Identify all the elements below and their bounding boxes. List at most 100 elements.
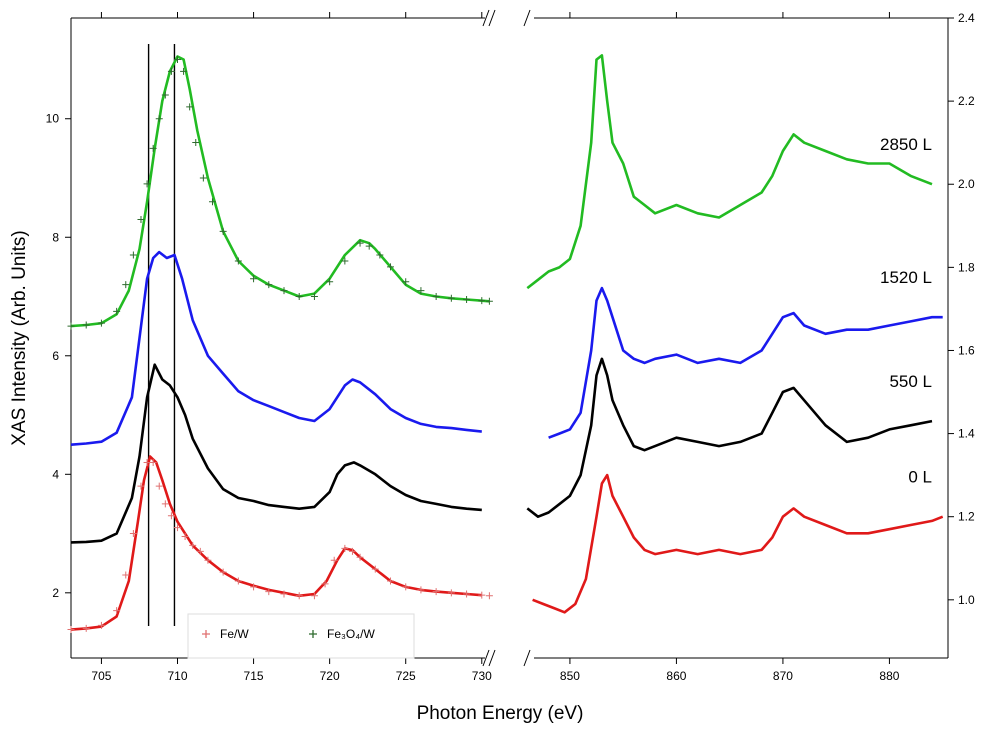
reference-point	[155, 482, 163, 490]
x-tick-label: 850	[560, 669, 580, 683]
reference-point	[82, 624, 90, 632]
reference-point	[326, 278, 334, 286]
reference-point	[295, 592, 303, 600]
y-tick-label: 4	[52, 467, 59, 481]
x-tick-label: 715	[244, 669, 264, 683]
reference-point	[97, 319, 105, 327]
y-tick-label: 1.4	[958, 427, 975, 441]
y-tick-label: 2	[52, 586, 59, 600]
reference-point	[161, 500, 169, 508]
reference-point	[348, 547, 356, 555]
reference-point	[402, 583, 410, 591]
series-label: 550 L	[889, 372, 932, 391]
series-line	[526, 54, 933, 290]
y-tick-label: 8	[52, 230, 59, 244]
reference-point	[137, 482, 145, 490]
legend-marker	[202, 630, 210, 638]
reference-point	[265, 588, 273, 596]
reference-point	[204, 556, 212, 564]
axis-break-mark	[482, 9, 490, 27]
x-tick-label: 860	[666, 669, 686, 683]
series-line	[70, 455, 482, 631]
axis-break-mark	[488, 9, 496, 27]
reference-point	[280, 287, 288, 295]
reference-point	[155, 115, 163, 123]
x-tick-label: 725	[396, 669, 416, 683]
reference-point	[143, 180, 151, 188]
y-tick-label: 1.2	[958, 510, 975, 524]
legend-box	[187, 613, 415, 659]
series-line	[532, 473, 944, 614]
series-label: 0 L	[908, 468, 932, 487]
x-tick-label: 705	[91, 669, 111, 683]
reference-point	[432, 293, 440, 301]
x-axis-label: Photon Energy (eV)	[417, 703, 584, 724]
reference-point	[417, 586, 425, 594]
x-tick-label: 720	[320, 669, 340, 683]
reference-point	[129, 251, 137, 259]
reference-point	[149, 144, 157, 152]
reference-point	[113, 607, 121, 615]
x-tick-label: 710	[167, 669, 187, 683]
reference-point	[161, 91, 169, 99]
reference-point	[341, 544, 349, 552]
reference-point	[219, 227, 227, 235]
reference-point	[356, 239, 364, 247]
reference-point	[341, 257, 349, 265]
legend-marker	[309, 630, 317, 638]
series-line	[526, 357, 933, 519]
reference-point	[265, 281, 273, 289]
reference-point	[447, 589, 455, 597]
reference-point	[417, 287, 425, 295]
reference-point	[180, 67, 188, 75]
reference-point	[174, 524, 181, 532]
reference-point	[137, 215, 145, 223]
reference-point	[143, 458, 151, 466]
reference-point	[463, 295, 471, 303]
series-line	[70, 55, 490, 328]
reference-point	[387, 263, 394, 271]
y-tick-label: 10	[46, 112, 60, 126]
reference-point	[280, 590, 288, 598]
reference-point	[447, 294, 455, 302]
reference-point	[181, 533, 189, 541]
y-tick-label: 1.6	[958, 343, 975, 357]
y-axis-label: XAS Intensity (Arb. Units)	[9, 230, 30, 445]
series-label: 2850 L	[880, 135, 932, 154]
legend-label: Fe/W	[220, 627, 249, 641]
reference-point	[208, 198, 216, 206]
reference-point	[122, 281, 130, 289]
x-tick-label: 730	[472, 669, 492, 683]
reference-point	[463, 590, 471, 598]
axis-break-mark	[523, 9, 531, 27]
reference-point	[250, 275, 258, 283]
axis-break-mark	[523, 649, 531, 667]
reference-point	[97, 621, 105, 629]
y-tick-label: 6	[52, 349, 59, 363]
reference-point	[149, 458, 157, 466]
x-tick-label: 880	[879, 669, 899, 683]
reference-point	[189, 541, 197, 549]
reference-point	[402, 278, 410, 286]
reference-point	[219, 568, 227, 576]
reference-point	[122, 571, 130, 579]
series-line	[70, 250, 482, 446]
reference-point	[167, 512, 175, 520]
reference-point	[129, 530, 137, 538]
reference-point	[234, 257, 242, 265]
series-label: 1520 L	[880, 268, 932, 287]
y-tick-label: 1.8	[958, 260, 975, 274]
y-tick-label: 2.4	[958, 11, 975, 25]
y-tick-label: 2.0	[958, 177, 975, 191]
y-tick-label: 2.2	[958, 94, 975, 108]
series-line	[70, 363, 482, 544]
reference-point	[310, 293, 318, 301]
reference-point	[330, 556, 338, 564]
reference-point	[365, 242, 373, 250]
reference-point	[82, 321, 90, 329]
reference-point	[167, 67, 175, 75]
reference-point	[432, 588, 440, 596]
reference-point	[192, 138, 200, 146]
reference-point	[67, 626, 75, 634]
